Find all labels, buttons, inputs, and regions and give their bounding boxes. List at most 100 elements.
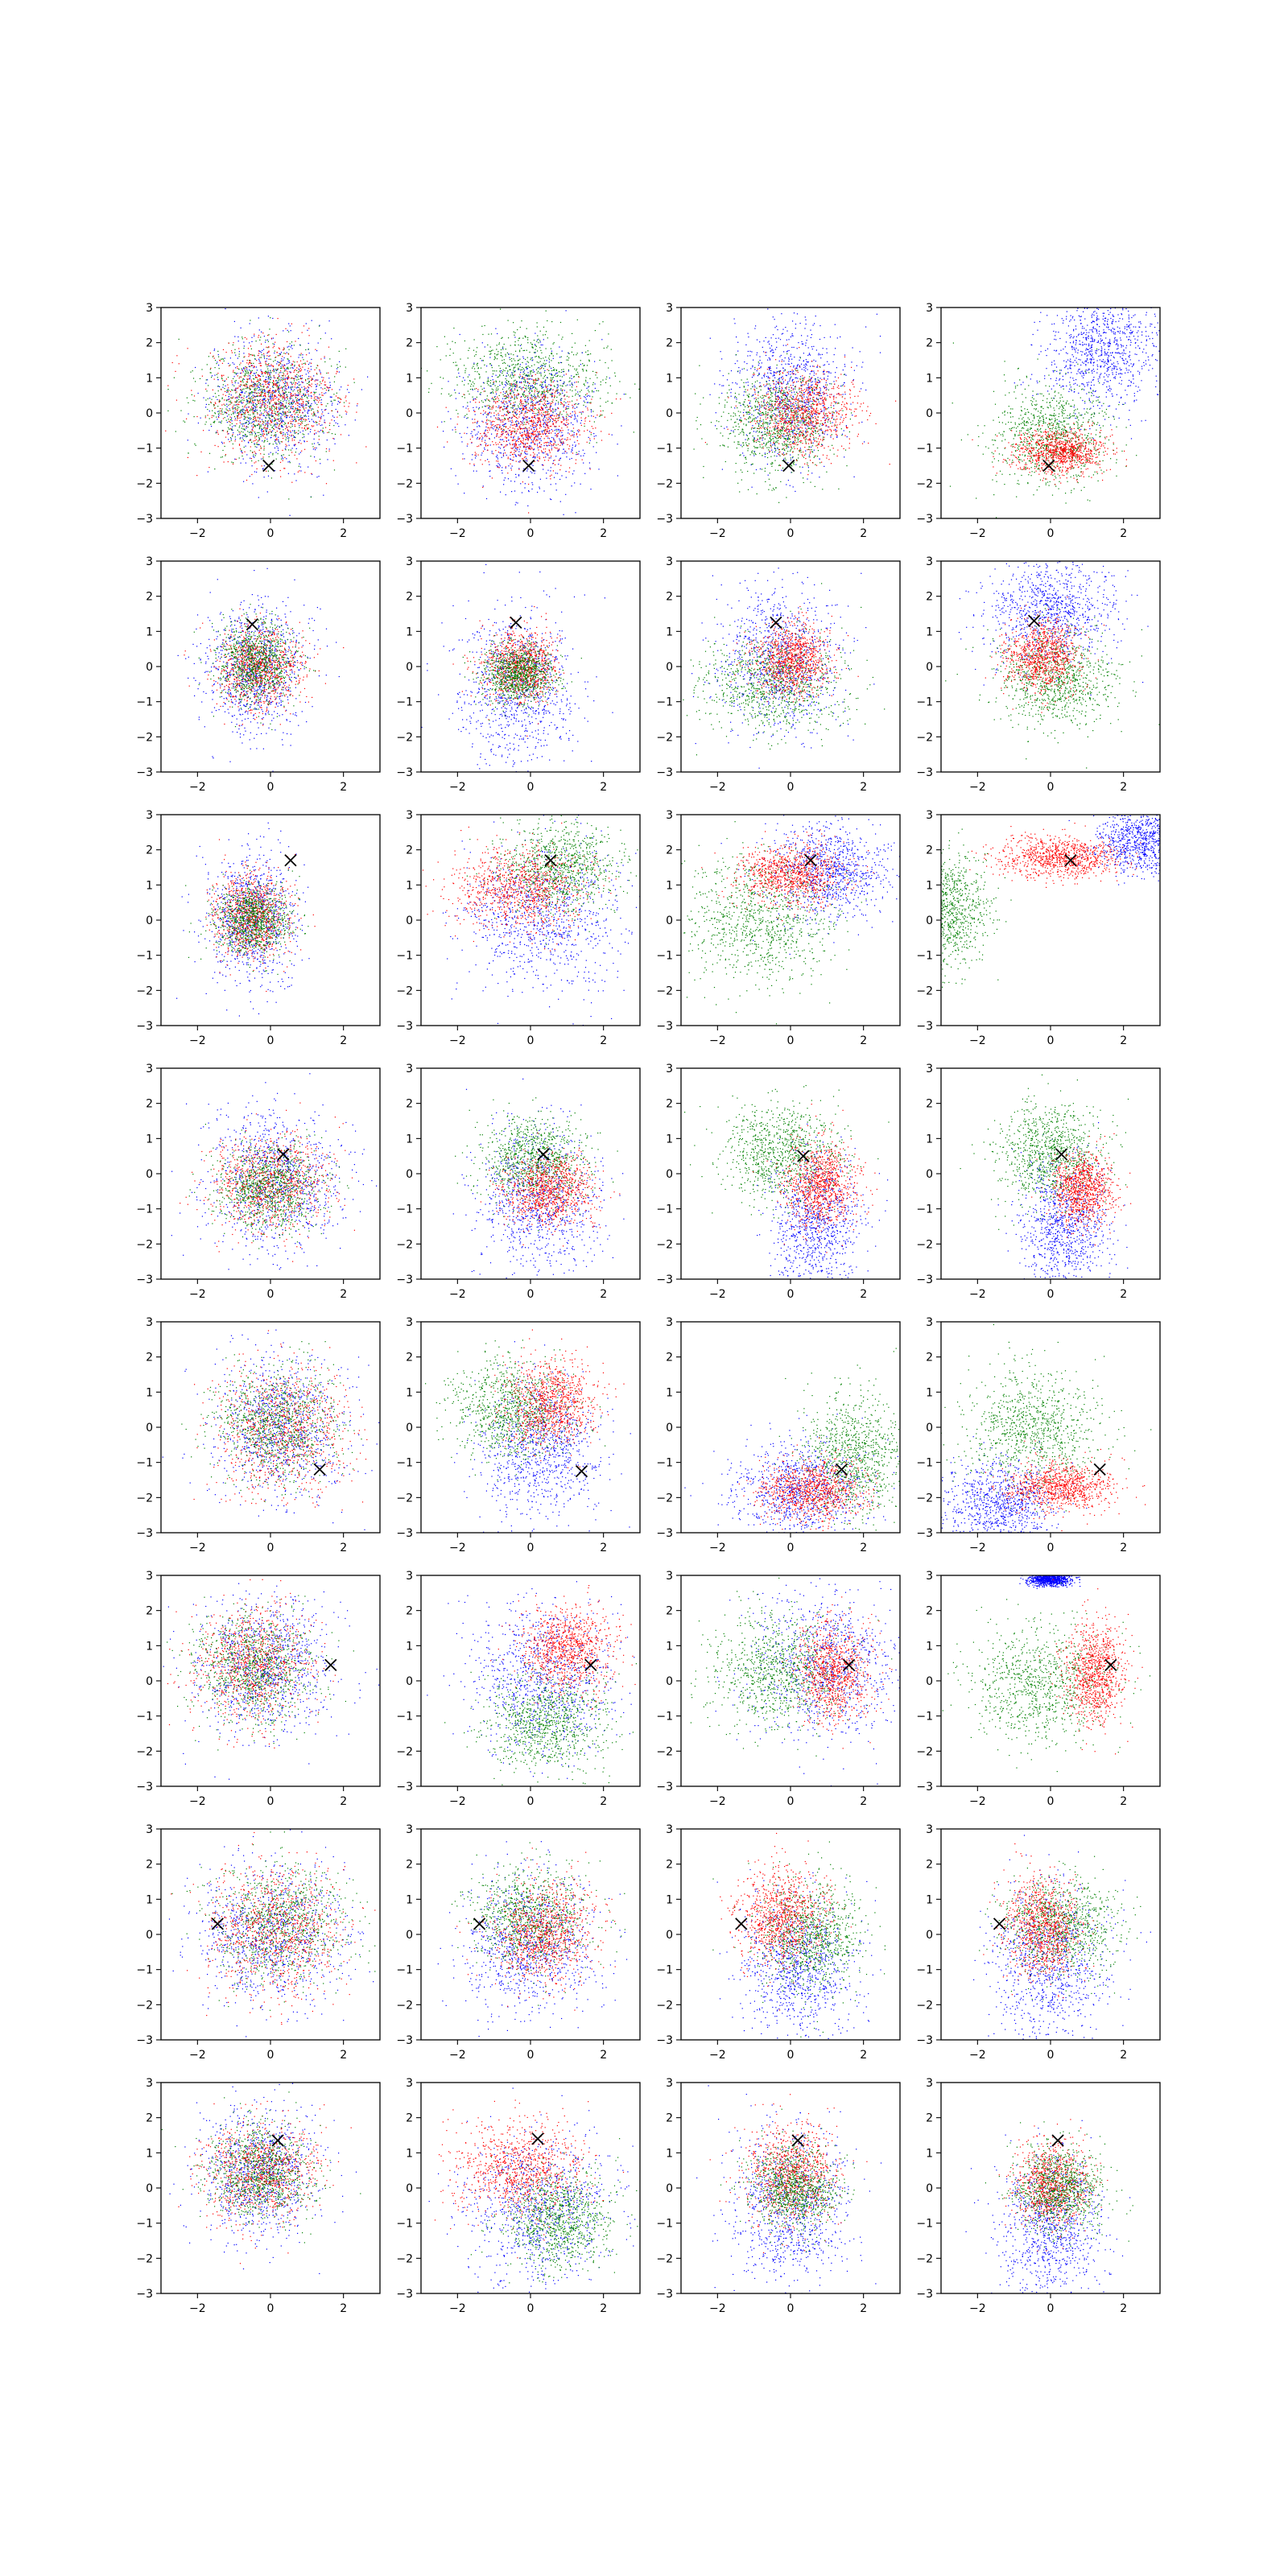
scatter-point: [551, 401, 552, 402]
scatter-point: [556, 414, 557, 415]
scatter-point: [228, 461, 229, 462]
scatter-point: [291, 435, 292, 436]
scatter-point: [278, 400, 279, 401]
scatter-point: [262, 392, 263, 393]
scatter-point: [246, 373, 247, 374]
scatter-point: [256, 366, 257, 367]
scatter-point: [208, 467, 209, 468]
scatter-point: [515, 366, 516, 367]
scatter-point: [541, 375, 542, 376]
scatter-point: [564, 439, 565, 440]
scatter-point: [533, 396, 534, 397]
scatter-point: [583, 370, 584, 371]
scatter-point: [468, 377, 469, 378]
scatter-point: [312, 379, 313, 380]
scatter-point: [565, 494, 566, 495]
scatter-point: [245, 337, 246, 338]
scatter-point: [565, 451, 566, 452]
scatter-point: [288, 363, 289, 364]
scatter-point: [518, 377, 519, 378]
scatter-point: [264, 402, 265, 403]
scatter-point: [589, 443, 590, 444]
scatter-point: [367, 377, 368, 378]
scatter-point: [484, 432, 485, 433]
scatter-point: [272, 453, 273, 454]
scatter-point: [543, 396, 544, 397]
scatter-point: [512, 397, 513, 398]
scatter-point: [511, 437, 512, 438]
scatter-point: [614, 373, 615, 374]
scatter-point: [468, 357, 469, 358]
scatter-point: [253, 397, 254, 398]
scatter-point: [229, 404, 230, 405]
scatter-point: [302, 332, 303, 333]
scatter-point: [329, 320, 330, 321]
scatter-point: [504, 414, 505, 415]
scatter-point: [600, 406, 601, 407]
scatter-point: [214, 375, 215, 376]
scatter-point: [320, 358, 321, 359]
scatter-point: [228, 391, 229, 392]
scatter-point: [557, 373, 558, 374]
scatter-point: [543, 391, 544, 392]
scatter-point: [265, 372, 266, 373]
scatter-point: [227, 399, 228, 400]
scatter-point: [487, 383, 488, 384]
scatter-point: [535, 436, 536, 437]
scatter-point: [319, 423, 320, 424]
scatter-point: [553, 344, 554, 345]
scatter-point: [213, 415, 214, 416]
scatter-point: [251, 474, 252, 475]
scatter-point: [483, 485, 484, 486]
scatter-point: [305, 421, 306, 422]
y-tick-label: −2: [136, 477, 153, 490]
scatter-point: [251, 410, 252, 411]
scatter-point: [568, 364, 569, 365]
scatter-point: [204, 424, 205, 425]
scatter-point: [544, 417, 545, 418]
scatter-point: [300, 417, 301, 418]
scatter-point: [249, 366, 250, 367]
scatter-point: [296, 374, 297, 375]
scatter-point: [258, 317, 259, 318]
scatter-point: [551, 445, 552, 446]
scatter-point: [514, 412, 515, 413]
scatter-point: [282, 380, 283, 381]
scatter-point: [302, 395, 303, 396]
scatter-point: [329, 425, 330, 426]
scatter-point: [587, 354, 588, 355]
scatter-point: [298, 399, 299, 400]
scatter-point: [549, 409, 550, 410]
scatter-point: [549, 361, 550, 362]
scatter-point: [519, 350, 520, 351]
scatter-point: [535, 378, 536, 379]
scatter-point: [210, 368, 211, 369]
scatter-point: [560, 400, 561, 401]
scatter-point: [538, 339, 539, 340]
scatter-point: [612, 360, 613, 361]
scatter-point: [335, 400, 336, 401]
scatter-point: [486, 419, 487, 420]
scatter-point: [520, 376, 521, 377]
scatter-point: [290, 392, 291, 393]
scatter-point: [321, 394, 322, 395]
scatter-point: [498, 365, 499, 366]
scatter-point: [245, 414, 246, 415]
scatter-point: [602, 321, 603, 322]
scatter-point: [486, 417, 487, 418]
scatter-point: [268, 384, 269, 385]
scatter-point: [333, 425, 334, 426]
scatter-point: [281, 352, 282, 353]
scatter-point: [266, 429, 267, 430]
scatter-point: [500, 368, 501, 369]
scatter-point: [536, 341, 537, 342]
scatter-point: [524, 428, 525, 429]
scatter-point: [287, 461, 288, 462]
scatter-point: [249, 387, 250, 388]
scatter-point: [511, 389, 512, 390]
scatter-point: [498, 424, 499, 425]
scatter-point: [510, 345, 511, 346]
scatter-point: [255, 403, 256, 404]
scatter-point: [551, 379, 552, 380]
scatter-point: [276, 407, 277, 408]
